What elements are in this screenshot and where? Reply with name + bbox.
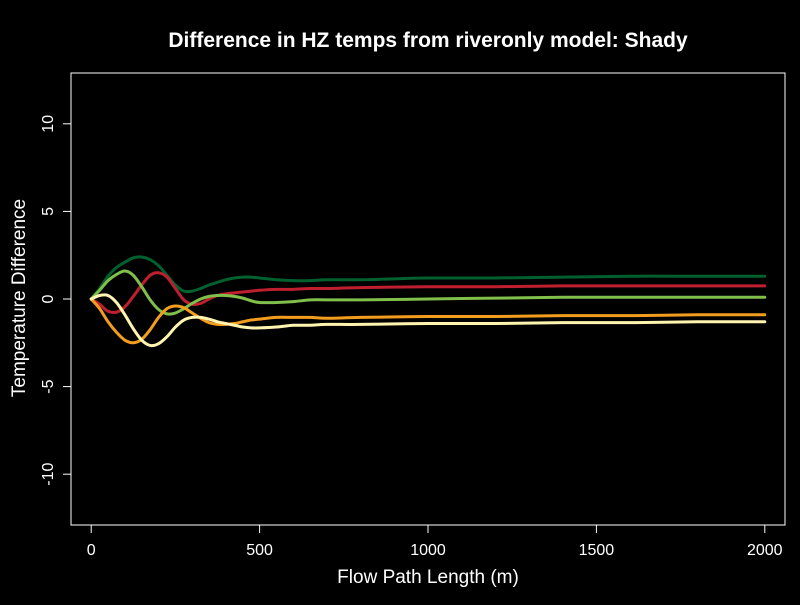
- x-tick-label: 1500: [579, 542, 615, 559]
- x-axis-label: Flow Path Length (m): [337, 567, 519, 588]
- x-tick-label: 2000: [747, 542, 783, 559]
- y-axis: -10 -5 0 5 10: [40, 115, 72, 486]
- y-tick-label: 10: [40, 115, 57, 133]
- y-tick-label: -10: [40, 463, 57, 486]
- series-line-5: [89, 293, 767, 348]
- y-tick-label: 0: [40, 294, 57, 303]
- series-line-3: [89, 269, 767, 316]
- y-tick-label: 5: [40, 207, 57, 216]
- x-tick-label: 0: [87, 542, 96, 559]
- series-line-2: [89, 271, 767, 315]
- x-axis: 0 500 1000 1500 2000: [87, 524, 783, 559]
- x-tick-label: 500: [246, 542, 273, 559]
- chart-title: Difference in HZ temps from riveronly mo…: [168, 29, 688, 52]
- series-line-1: [89, 255, 767, 301]
- series-group: [89, 255, 767, 348]
- y-tick-label: -5: [40, 379, 57, 393]
- x-tick-label: 1000: [410, 542, 446, 559]
- y-axis-label: Temperature Difference: [9, 199, 30, 397]
